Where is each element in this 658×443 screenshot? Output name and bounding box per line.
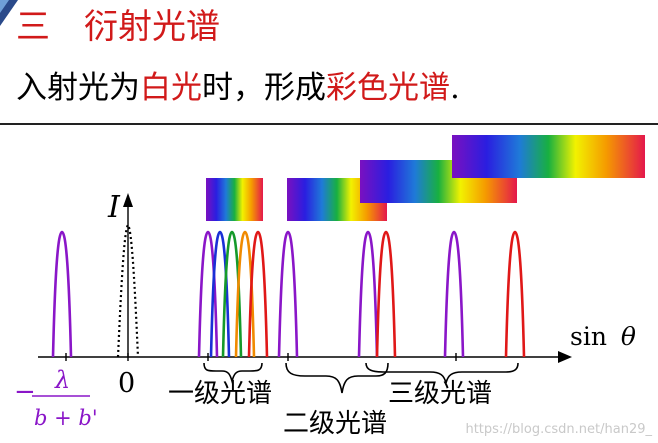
zero-label: 0 — [118, 368, 135, 399]
first-order-label: 一级光谱 — [168, 379, 272, 409]
first-order-spectrum-bar — [206, 178, 263, 221]
second-order-label: 二级光谱 — [283, 409, 387, 439]
peak-second-red — [375, 230, 397, 358]
peak-neg-first-violet — [51, 230, 73, 358]
intensity-axis-arrow-icon — [123, 193, 133, 207]
statement-white-light: 白光 — [140, 70, 202, 106]
neg-first-order-denominator: b + b' — [34, 406, 98, 430]
peak-third-violet — [443, 230, 465, 358]
axis-label-theta: θ — [621, 322, 636, 351]
neg-first-order-numerator: λ — [54, 366, 70, 394]
peak-second-violet — [277, 230, 299, 358]
third-order-label: 三级光谱 — [388, 379, 492, 409]
peak-second-violet-2 — [357, 230, 379, 358]
watermark: https://blog.csdn.net/han29_ — [465, 422, 652, 437]
axis-label: sin θ — [570, 322, 636, 351]
statement-part-2: 时，形成 — [202, 70, 326, 106]
statement-part-1: 入射光为 — [16, 70, 140, 106]
corner-decoration — [0, 0, 18, 26]
neg-sign: − — [14, 377, 36, 407]
second-order-brace — [285, 362, 389, 394]
third-order-brace — [365, 362, 519, 384]
section-title: 衍射光谱 — [84, 7, 220, 47]
peak-first-blue — [209, 230, 231, 358]
axis-arrow-icon — [558, 351, 572, 363]
peaks-group — [51, 230, 526, 358]
peak-first-violet — [197, 230, 219, 358]
peak-first-red — [247, 230, 269, 358]
axis-label-sin: sin — [570, 322, 607, 351]
statement-text: 入射光为白光时，形成彩色光谱. — [16, 66, 460, 110]
intensity-label: I — [107, 190, 121, 225]
statement-end: . — [450, 70, 460, 106]
section-number: 三 — [16, 7, 50, 47]
page-title: 三衍射光谱 — [16, 2, 220, 52]
first-order-brace — [203, 362, 263, 384]
divider-line — [0, 123, 658, 125]
statement-color-spectrum: 彩色光谱 — [326, 70, 450, 106]
third-order-spectrum-bar-upper — [452, 135, 645, 178]
peak-third-red — [504, 230, 526, 358]
